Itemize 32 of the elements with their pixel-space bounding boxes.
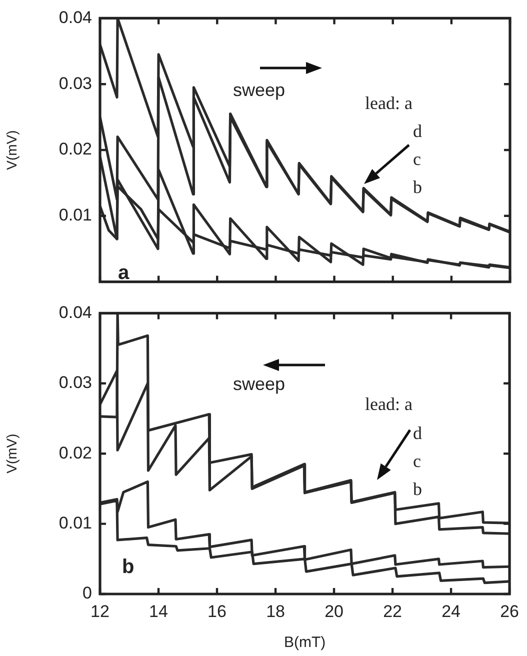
annotation: lead: a bbox=[365, 394, 412, 415]
y-tick-label: 0.01 bbox=[58, 206, 92, 225]
x-tick-label: 22 bbox=[383, 602, 402, 621]
x-tick-label: 18 bbox=[266, 602, 285, 621]
annotation: b bbox=[413, 177, 422, 198]
annotation: sweep bbox=[233, 374, 286, 395]
x-tick-label: 14 bbox=[149, 602, 168, 621]
annotation: a bbox=[118, 262, 130, 285]
y-tick-label: 0.04 bbox=[58, 302, 92, 322]
y-axis-title: V(mV) bbox=[3, 434, 20, 474]
annotation: c bbox=[413, 149, 421, 170]
annotation: lead: a bbox=[365, 93, 412, 114]
x-tick-label: 20 bbox=[324, 602, 344, 621]
annotation: b bbox=[122, 556, 134, 579]
y-tick-label: 0.04 bbox=[58, 8, 92, 27]
x-axis-title: B(mT) bbox=[284, 634, 326, 652]
y-tick-label: 0.02 bbox=[58, 443, 92, 462]
annotation: b bbox=[413, 479, 422, 500]
y-tick-label: 0.03 bbox=[58, 74, 92, 93]
annotation: sweep bbox=[233, 80, 286, 101]
x-tick-label: 26 bbox=[500, 602, 520, 621]
x-tick-label: 16 bbox=[208, 602, 226, 621]
x-tick-label: 12 bbox=[90, 602, 110, 621]
annotation: d bbox=[413, 121, 422, 142]
x-tick-label: 24 bbox=[442, 602, 460, 621]
y-tick-label: 0 bbox=[82, 584, 92, 603]
y-tick-label: 0.01 bbox=[58, 513, 92, 532]
y-tick-label: 0.03 bbox=[58, 373, 92, 392]
annotation: d bbox=[413, 423, 422, 444]
annotation: c bbox=[413, 451, 421, 472]
y-axis-title: V(mV) bbox=[3, 130, 20, 170]
y-tick-label: 0.02 bbox=[58, 140, 92, 159]
